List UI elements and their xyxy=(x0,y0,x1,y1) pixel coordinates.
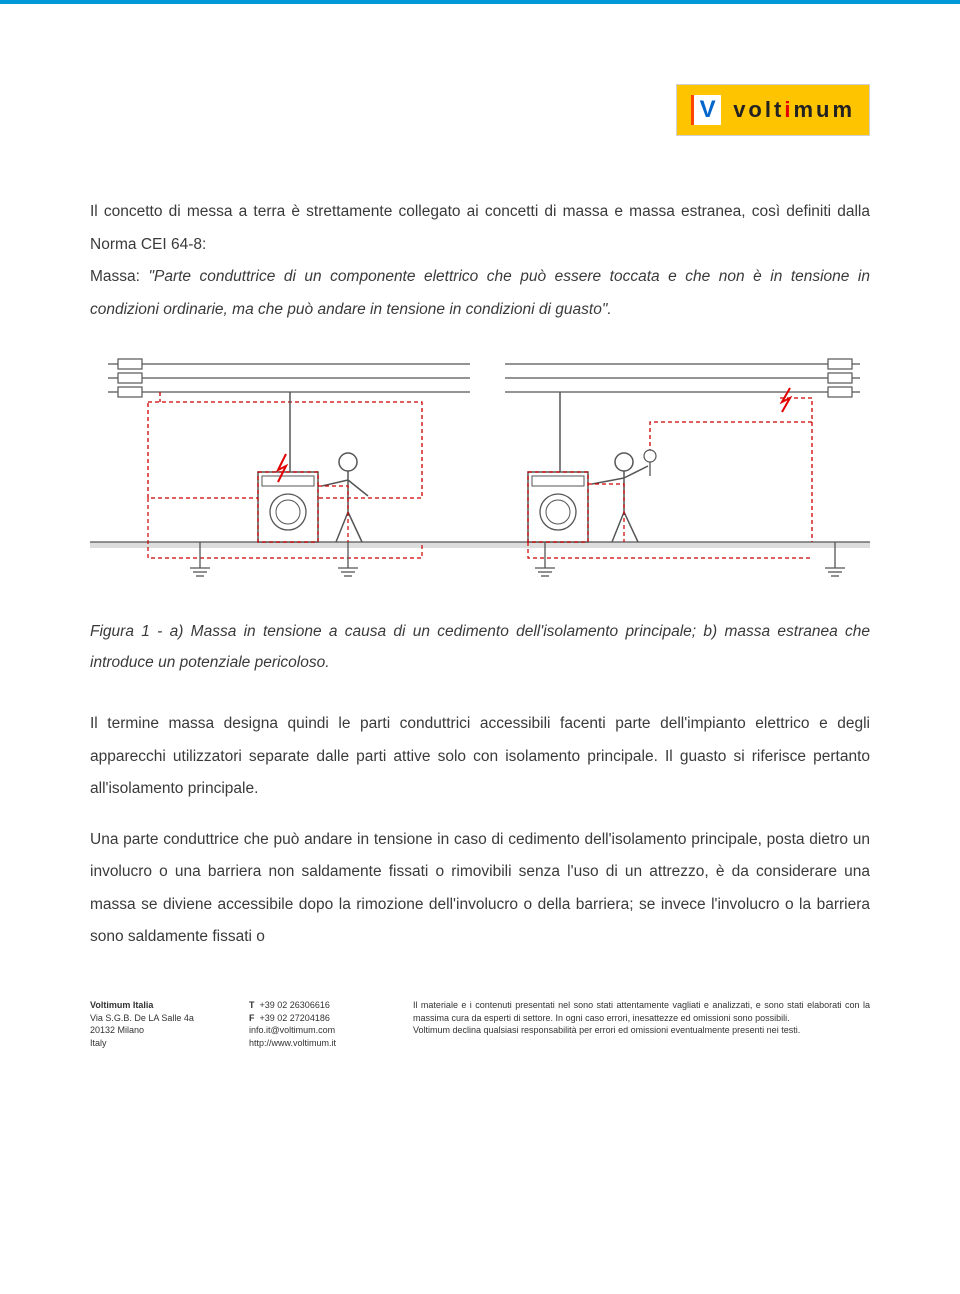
footer-street: Via S.G.B. De LA Salle 4a xyxy=(90,1013,194,1023)
footer-email: info.it@voltimum.com xyxy=(249,1025,335,1035)
footer-address: Voltimum Italia Via S.G.B. De LA Salle 4… xyxy=(90,999,225,1049)
page-footer: Voltimum Italia Via S.G.B. De LA Salle 4… xyxy=(0,999,960,1069)
page-content: V voltimum Il concetto di messa a terra … xyxy=(0,4,960,954)
fax-number: +39 02 27204186 xyxy=(260,1013,330,1023)
footer-disclaimer: Il materiale e i contenuti presentati ne… xyxy=(413,999,870,1049)
logo-v-mark: V xyxy=(691,95,721,125)
para-massa-quote: "Parte conduttrice di un componente elet… xyxy=(90,268,870,318)
footer-city: 20132 Milano xyxy=(90,1025,144,1035)
brand-logo: V voltimum xyxy=(676,84,870,136)
tel-number: +39 02 26306616 xyxy=(260,1000,330,1010)
para-intro: Il concetto di messa a terra è strettame… xyxy=(90,203,870,253)
tel-label: T xyxy=(249,1000,255,1010)
footer-url: http://www.voltimum.it xyxy=(249,1038,336,1048)
logo-container: V voltimum xyxy=(90,84,870,136)
footer-country: Italy xyxy=(90,1038,107,1048)
figure-1-diagram xyxy=(90,344,870,604)
disclaimer-1: Il materiale e i contenuti presentati ne… xyxy=(413,1000,870,1023)
footer-contact: T +39 02 26306616 F +39 02 27204186 info… xyxy=(249,999,389,1049)
paragraph-definition: Il concetto di messa a terra è strettame… xyxy=(90,196,870,326)
footer-company: Voltimum Italia xyxy=(90,1000,153,1010)
paragraph-2: Il termine massa designa quindi le parti… xyxy=(90,708,870,806)
figure-caption: Figura 1 - a) Massa in tensione a causa … xyxy=(90,616,870,678)
paragraph-3: Una parte conduttrice che può andare in … xyxy=(90,824,870,954)
disclaimer-2: Voltimum declina qualsiasi responsabilit… xyxy=(413,1025,800,1035)
logo-wordmark: voltimum xyxy=(733,97,855,123)
fax-label: F xyxy=(249,1013,255,1023)
para-massa-label: Massa: xyxy=(90,268,140,285)
